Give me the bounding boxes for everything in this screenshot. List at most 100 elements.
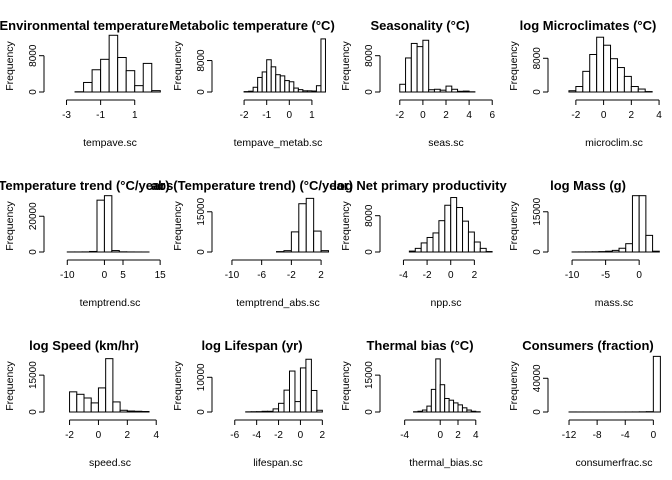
x-axis-label: temptrend_abs.sc [236, 297, 319, 309]
histogram-bar [96, 199, 105, 253]
histogram-bar [462, 220, 469, 253]
histogram-bar [297, 89, 304, 93]
histogram-bar [438, 220, 446, 253]
y-tick-label: 8000 [532, 47, 543, 70]
histogram-bar [445, 85, 453, 93]
panel-title: Temperature trend (°C/year) [0, 178, 170, 193]
histogram-bar [294, 401, 301, 413]
y-tick-label: 40000 [532, 364, 543, 392]
histogram-bar [623, 75, 632, 93]
panel-title: Metabolic temperature (°C) [169, 18, 335, 33]
histogram-panel: Environmental temperature -3 -1 1 0 8000 Frequ… [0, 18, 169, 149]
histogram-bar [83, 81, 93, 93]
x-tick-label: -2 [571, 110, 580, 121]
histogram-bar [283, 250, 292, 253]
x-tick-label: -1 [96, 110, 105, 121]
x-tick-label: 0 [420, 110, 426, 121]
histogram-bar [261, 71, 268, 93]
histogram-bar [103, 195, 113, 253]
y-tick-label: 0 [532, 89, 543, 95]
histogram-bar [311, 90, 317, 93]
histogram-bar [448, 399, 455, 413]
histogram-bar [69, 391, 78, 413]
panel-title: Seasonality (°C) [370, 18, 469, 33]
histogram-bar [439, 384, 446, 413]
x-tick-label: 6 [489, 110, 495, 121]
y-axis-label: Frequency [172, 40, 184, 90]
x-tick-label: 2 [443, 110, 449, 121]
x-tick-label: 0 [287, 110, 293, 121]
y-tick-label: 0 [532, 249, 543, 255]
x-tick-label: 4 [473, 430, 479, 441]
y-axis-label: Frequency [4, 200, 16, 250]
histogram-bar [248, 90, 254, 93]
x-tick-label: -6 [230, 430, 239, 441]
histogram-bar [470, 410, 477, 413]
x-axis-label: temptrend.sc [80, 297, 141, 309]
histogram-bar [575, 86, 584, 93]
y-tick-label: 8000 [364, 204, 375, 227]
histogram-bar [320, 250, 330, 253]
histogram-bar [270, 66, 277, 93]
panel-title: log Net primary productivity [333, 178, 507, 193]
x-tick-label: -3 [62, 110, 71, 121]
histogram-bar [316, 409, 323, 413]
histogram-bar [279, 75, 286, 93]
y-tick-label: 0 [28, 89, 39, 95]
histogram-bar [426, 236, 434, 253]
y-tick-label: 15000 [364, 361, 375, 389]
histogram-bar [288, 370, 296, 413]
x-tick-label: 0 [601, 110, 607, 121]
y-tick-label: 15000 [28, 361, 39, 389]
histogram-bar [582, 70, 591, 93]
y-tick-label: 0 [196, 409, 207, 415]
histogram-bar [430, 388, 437, 413]
histogram-panel: log Lifespan (yr) -6 -4 -2 0 2 0 10000 Frequency… [172, 338, 326, 469]
histogram-bar [272, 408, 280, 413]
histogram-bar [616, 67, 625, 93]
y-tick-label: 8000 [28, 44, 39, 67]
histogram-bar [637, 88, 646, 93]
x-tick-label: -10 [565, 270, 580, 281]
histogram-bar [142, 62, 153, 93]
x-axis-label: npp.sc [431, 297, 462, 309]
x-tick-label: 5 [120, 270, 126, 281]
x-axis-label: speed.sc [89, 457, 131, 469]
x-tick-label: -2 [240, 110, 249, 121]
histogram-bar [112, 401, 121, 413]
panel-title: abs(Temperature trend) (°C/year) [151, 178, 353, 193]
histogram-bar [625, 243, 633, 253]
x-tick-label: 0 [448, 270, 454, 281]
histogram-bar [596, 36, 605, 93]
histogram-panel: Seasonality (°C) -2 0 2 4 6 0 8000 Frequency seas… [340, 18, 495, 149]
x-axis-label: microclim.sc [585, 137, 643, 149]
histogram-bar [299, 367, 307, 413]
histogram-bar [288, 81, 295, 93]
panel-title: Consumers (fraction) [522, 338, 653, 353]
y-tick-label: 8000 [196, 49, 207, 72]
x-tick-label: 2 [318, 270, 324, 281]
x-tick-label: 4 [153, 430, 159, 441]
x-tick-label: -4 [400, 430, 409, 441]
histogram-bar [134, 85, 144, 93]
histogram-bar [421, 409, 428, 413]
histogram-bar [315, 85, 322, 93]
y-tick-label: 15000 [532, 197, 543, 225]
histogram-bar [76, 393, 85, 413]
histogram-bar [462, 90, 470, 93]
histogram-bar [450, 197, 458, 253]
x-axis-label: tempave.sc [83, 137, 137, 149]
histogram-bar [479, 247, 487, 253]
histogram-bar [257, 76, 263, 93]
histogram-bar [426, 405, 432, 413]
histogram-bar [267, 410, 274, 413]
histogram-bar [456, 207, 464, 253]
histogram-bar [302, 90, 308, 93]
x-tick-label: 2 [125, 430, 131, 441]
histogram-bar [410, 42, 418, 93]
histogram-bar [451, 88, 459, 93]
y-tick-label: 0 [532, 409, 543, 415]
y-axis-label: Frequency [4, 40, 16, 90]
histogram-bar [134, 410, 143, 413]
x-tick-label: -10 [225, 270, 240, 281]
